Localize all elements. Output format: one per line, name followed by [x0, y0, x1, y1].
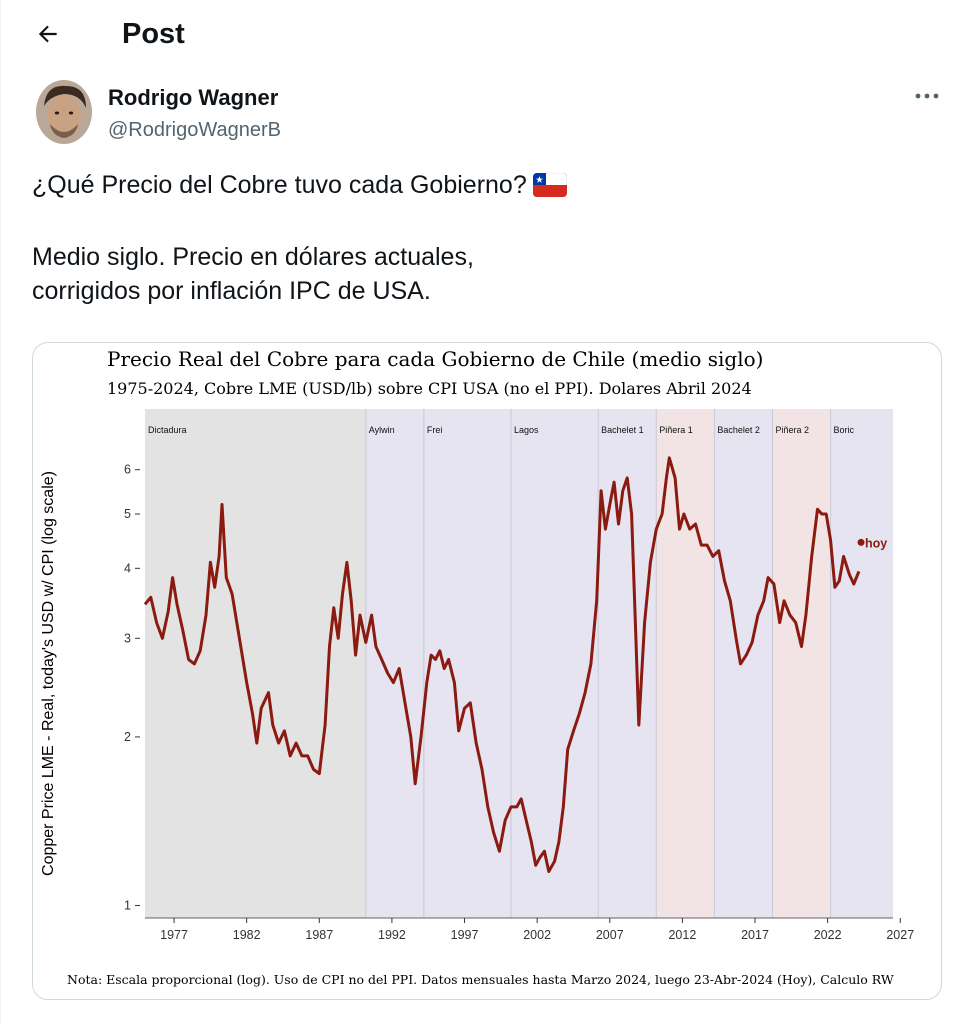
post-line-3: corrigidos por inflación IPC de USA. [32, 277, 431, 305]
post-line-1: ¿Qué Precio del Cobre tuvo cada Gobierno… [32, 171, 527, 199]
y-tick-label: 6 [124, 463, 131, 477]
chart: Dictadura Aylwin Frei Lagos Bachelet 1 Piñera… [40, 409, 914, 942]
y-tick-label: 1 [124, 899, 131, 913]
period-label: Lagos [514, 425, 539, 435]
left-border [0, 0, 1, 1024]
period-label: Aylwin [369, 425, 395, 435]
more-options-button[interactable] [912, 84, 942, 108]
x-tick-label: 2012 [668, 928, 696, 942]
period-band [511, 409, 599, 918]
period-band [598, 409, 657, 918]
period-label: Piñera 1 [659, 425, 693, 435]
y-axis-label: Copper Price LME - Real, today's USD w/ … [40, 471, 57, 876]
more-horizontal-icon [915, 93, 939, 99]
chile-flag-icon [532, 172, 568, 206]
period-label: Bachelet 1 [601, 425, 644, 435]
back-button[interactable] [28, 14, 68, 54]
chart-note: Nota: Escala proporcional (log). Uso de … [67, 972, 894, 987]
period-band [423, 409, 512, 918]
x-tick-label: 1982 [233, 928, 261, 942]
y-tick-label: 4 [124, 561, 131, 575]
chart-subtitle: 1975-2024, Cobre LME (USD/lb) sobre CPI … [107, 379, 752, 398]
x-tick-label: 1997 [451, 928, 479, 942]
period-band [830, 409, 893, 918]
x-tick-label: 2002 [523, 928, 551, 942]
x-tick-label: 1987 [305, 928, 333, 942]
post-text: ¿Qué Precio del Cobre tuvo cada Gobierno… [32, 168, 932, 308]
x-tick-label: 2007 [596, 928, 624, 942]
page-title: Post [122, 18, 185, 50]
post-image[interactable]: Precio Real del Cobre para cada Gobierno… [32, 342, 942, 1000]
author-name[interactable]: Rodrigo Wagner [108, 85, 279, 110]
chart-title: Precio Real del Cobre para cada Gobierno… [107, 347, 764, 371]
post-line-2: Medio siglo. Precio en dólares actuales, [32, 243, 474, 271]
hoy-point [857, 538, 865, 546]
y-tick-label: 2 [124, 730, 131, 744]
y-tick-label: 5 [124, 507, 131, 521]
hoy-label: hoy [865, 536, 887, 550]
x-tick-label: 2017 [741, 928, 769, 942]
period-label: Piñera 2 [775, 425, 809, 435]
x-tick-label: 1992 [378, 928, 406, 942]
period-band [772, 409, 831, 918]
x-tick-label: 2027 [886, 928, 914, 942]
period-label: Boric [834, 425, 855, 435]
period-label: Dictadura [148, 425, 187, 435]
author-handle[interactable]: @RodrigoWagnerB [108, 119, 281, 141]
avatar[interactable] [36, 80, 92, 144]
copper-price-line [143, 456, 861, 873]
header: Post [0, 0, 968, 70]
arrow-left-icon [38, 25, 57, 43]
period-band [365, 409, 424, 918]
period-label: Frei [427, 425, 443, 435]
x-tick-label: 2022 [814, 928, 842, 942]
y-tick-label: 3 [124, 631, 131, 645]
period-band [145, 409, 366, 918]
period-band [714, 409, 773, 918]
period-label: Bachelet 2 [717, 425, 760, 435]
x-tick-label: 1977 [160, 928, 188, 942]
